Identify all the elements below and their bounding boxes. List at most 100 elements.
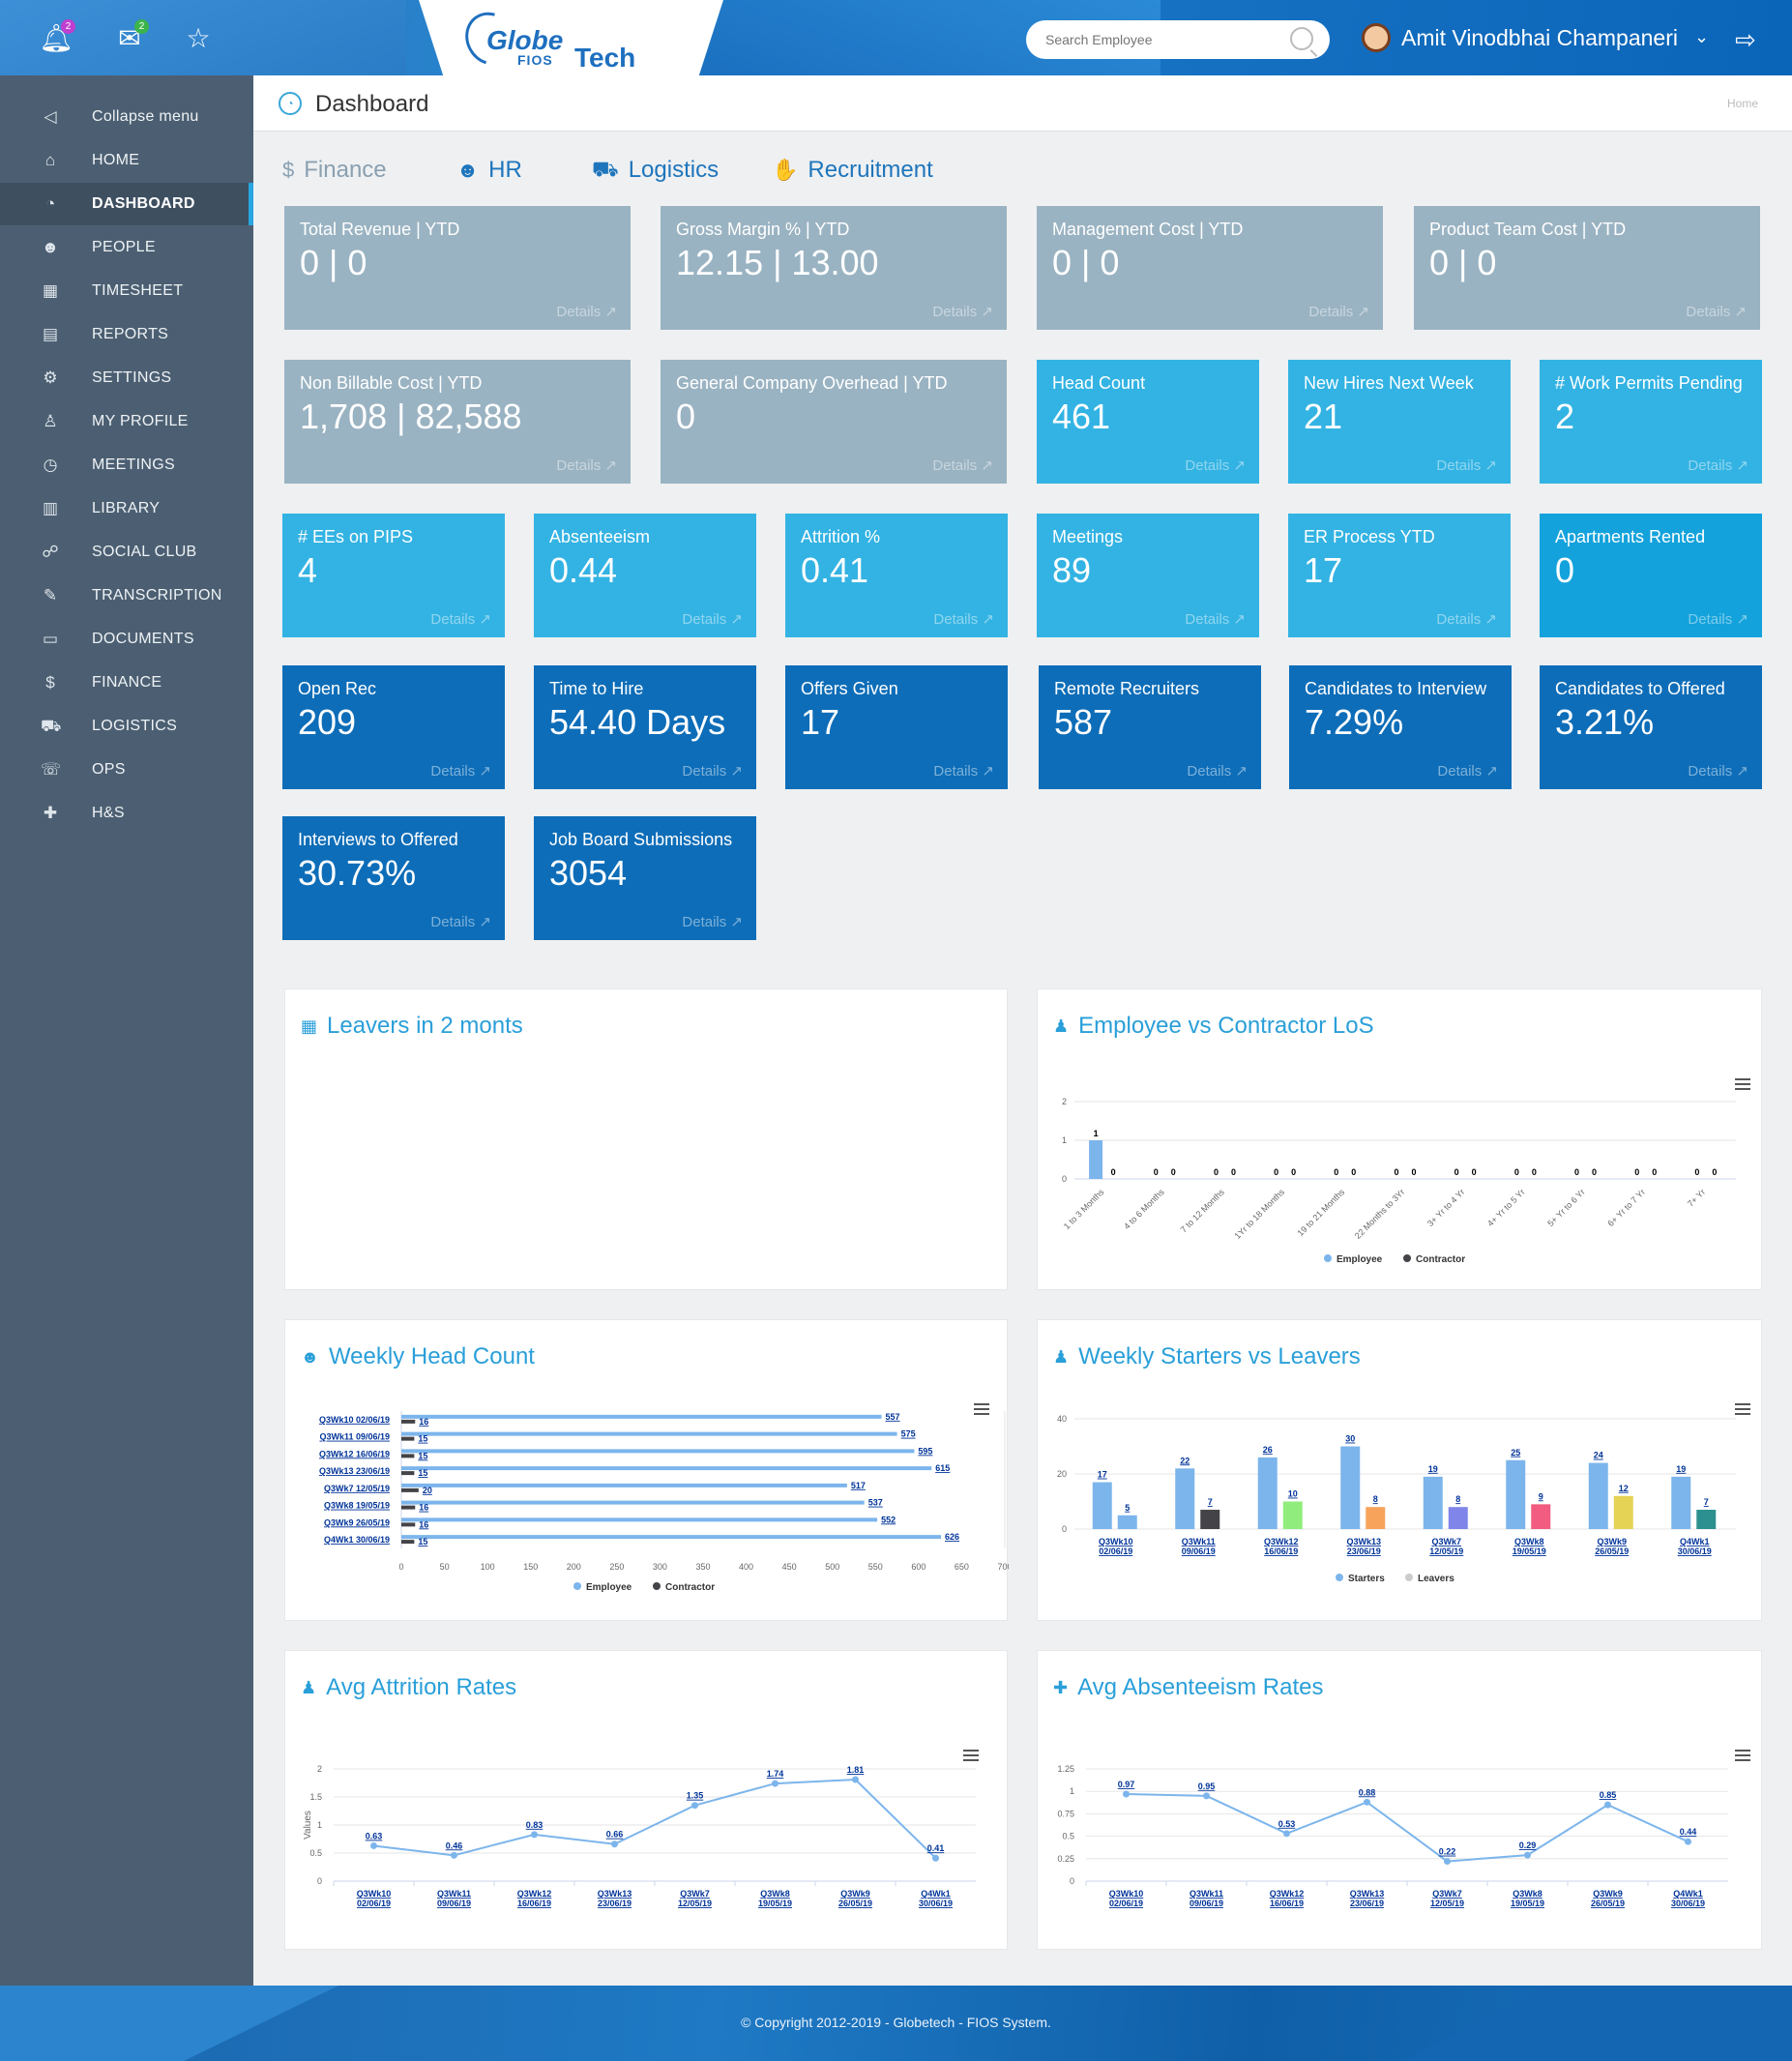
logout-icon[interactable]: ⇨ [1735,25,1756,54]
envelope-icon[interactable]: ✉ 2 [112,19,149,56]
kpi-value: 54.40 Days [549,702,726,742]
people-icon: ☻ [456,158,480,182]
tab-finance[interactable]: $ Finance [282,153,387,188]
sidebar-item-meetings[interactable]: ◷ MEETINGS [0,444,253,486]
search-input[interactable] [1026,20,1330,59]
chart-menu-icon[interactable] [974,1403,989,1415]
kpi-card: Gross Margin % | YTD 12.15 | 13.00 Details [661,206,1007,330]
kpi-value: 0 | 0 [1052,243,1120,282]
details-link[interactable]: Details [932,303,993,320]
sidebar-item-label: H&S [92,805,125,821]
bar [1257,1457,1278,1529]
bell-icon[interactable]: 🔔︎ 2 [39,19,75,56]
details-link[interactable]: Details [1436,456,1497,474]
details-link[interactable]: Details [682,762,743,780]
details-link[interactable]: Details [1187,762,1248,780]
kpi-title: Time to Hire [549,679,644,698]
bar [1613,1495,1633,1529]
sidebar-item-label: LIBRARY [92,500,161,516]
home-icon: ⌂ [44,151,56,169]
details-link[interactable]: Details [682,610,743,628]
details-link[interactable]: Details [556,303,617,320]
details-link[interactable]: Details [932,456,993,474]
x-tick-label: 26/05/19 [1591,1899,1625,1908]
panel-absenteeism: ✚ Avg Absenteeism Rates 0 0.25 0.5 0.75 1 1.25… [1037,1650,1762,1950]
x-tick-label: 1 to 3 Months [1062,1187,1106,1231]
panel-title-text: Avg Attrition Rates [326,1674,517,1700]
details-link[interactable]: Details [933,610,994,628]
kpi-title: Non Billable Cost | YTD [300,373,483,393]
details-link[interactable]: Details [556,456,617,474]
sidebar-item-dashboard[interactable]: ◔ DASHBOARD [0,183,253,225]
data-label: 24 [1594,1451,1603,1460]
tab-logistics[interactable]: ⛟ Logistics [592,153,719,188]
sidebar-item-documents[interactable]: ▭ DOCUMENTS [0,618,253,661]
people-icon: ☻ [42,238,59,256]
y-tick-label: Q3Wk10 02/06/19 [319,1415,390,1425]
details-link[interactable]: Details [1185,610,1246,628]
details-link[interactable]: Details [1436,610,1497,628]
details-link[interactable]: Details [1688,762,1748,780]
chart-menu-icon[interactable] [1735,1403,1750,1415]
details-link[interactable]: Details [430,913,491,930]
details-link[interactable]: Details [430,610,491,628]
details-link[interactable]: Details [1688,456,1748,474]
avatar[interactable] [1362,23,1391,52]
chart-menu-icon[interactable] [1735,1078,1750,1090]
sidebar-item-transcription[interactable]: ✎ TRANSCRIPTION [0,574,253,617]
bar [401,1500,865,1505]
details-link[interactable]: Details [682,913,743,930]
details-link[interactable]: Details [1437,762,1498,780]
legend-label: Employee [586,1582,632,1593]
x-tick-label: 16/06/19 [517,1899,551,1908]
sidebar-item-people[interactable]: ☻ PEOPLE [0,226,253,269]
bar [401,1483,847,1487]
sidebar-item-reports[interactable]: ▤ REPORTS [0,313,253,356]
details-link[interactable]: Details [1308,303,1369,320]
chevron-down-icon[interactable]: ⌄ [1694,27,1710,46]
sidebar-item-my-profile[interactable]: ♙ MY PROFILE [0,400,253,443]
details-link[interactable]: Details [933,762,994,780]
data-label: 9 [1539,1491,1543,1501]
logo[interactable] [419,0,723,75]
x-tick-label: 600 [911,1562,925,1572]
user-name[interactable]: Amit Vinodbhai Champaneri [1401,25,1678,50]
tab-recruitment[interactable]: ✋ Recruitment [772,153,933,188]
sidebar-item-hs[interactable]: ✚ H&S [0,792,253,835]
details-link[interactable]: Details [1686,303,1747,320]
sidebar-item-finance[interactable]: $ FINANCE [0,662,253,704]
kpi-value: 89 [1052,550,1092,590]
x-tick-label: Q3Wk12 [1270,1889,1305,1899]
data-label: 557 [886,1412,900,1422]
details-link[interactable]: Details [1688,610,1748,628]
details-link[interactable]: Details [1185,456,1246,474]
panel-los: ♟ Employee vs Contractor LoS 0 1 2 1 to 3 Mo… [1037,988,1762,1290]
sidebar-item-settings[interactable]: ⚙ SETTINGS [0,357,253,399]
data-label: 7 [1704,1497,1709,1507]
sidebar-item-home[interactable]: ⌂ HOME [0,139,253,182]
sidebar-item-ops[interactable]: ☏ OPS [0,749,253,791]
x-tick-label: 12/05/19 [1430,1899,1464,1908]
calendar-icon: ▦ [42,281,59,300]
series-line [1126,1792,1689,1863]
sidebar-item-logistics[interactable]: ⛟ LOGISTICS [0,705,253,748]
star-icon[interactable]: ☆ [186,23,211,53]
breadcrumb[interactable]: Home [1726,97,1758,110]
first-aid-icon: ✚ [1053,1677,1069,1697]
chart-menu-icon[interactable] [1735,1750,1750,1761]
data-label: 0 [1291,1167,1296,1177]
chart-menu-icon[interactable] [963,1750,979,1761]
sidebar-item-timesheet[interactable]: ▦ TIMESHEET [0,270,253,312]
sidebar-item-social-club[interactable]: ☍ SOCIAL CLUB [0,531,253,574]
tab-hr[interactable]: ☻ HR [456,153,522,188]
sidebar-item-library[interactable]: ▥ LIBRARY [0,487,253,530]
kpi-title: Apartments Rented [1555,527,1706,546]
truck-icon: ⛟ [592,156,619,181]
user-minus-icon: ♟ [301,1677,317,1697]
details-link[interactable]: Details [430,762,491,780]
legend-marker [1336,1574,1343,1581]
x-tick-label: 5+ Yr to 6 Yr [1545,1187,1587,1228]
search-icon[interactable] [1290,27,1313,50]
x-tick-label: 450 [782,1562,797,1572]
sidebar-item-collapse-menu[interactable]: ◁ Collapse menu [0,96,253,138]
